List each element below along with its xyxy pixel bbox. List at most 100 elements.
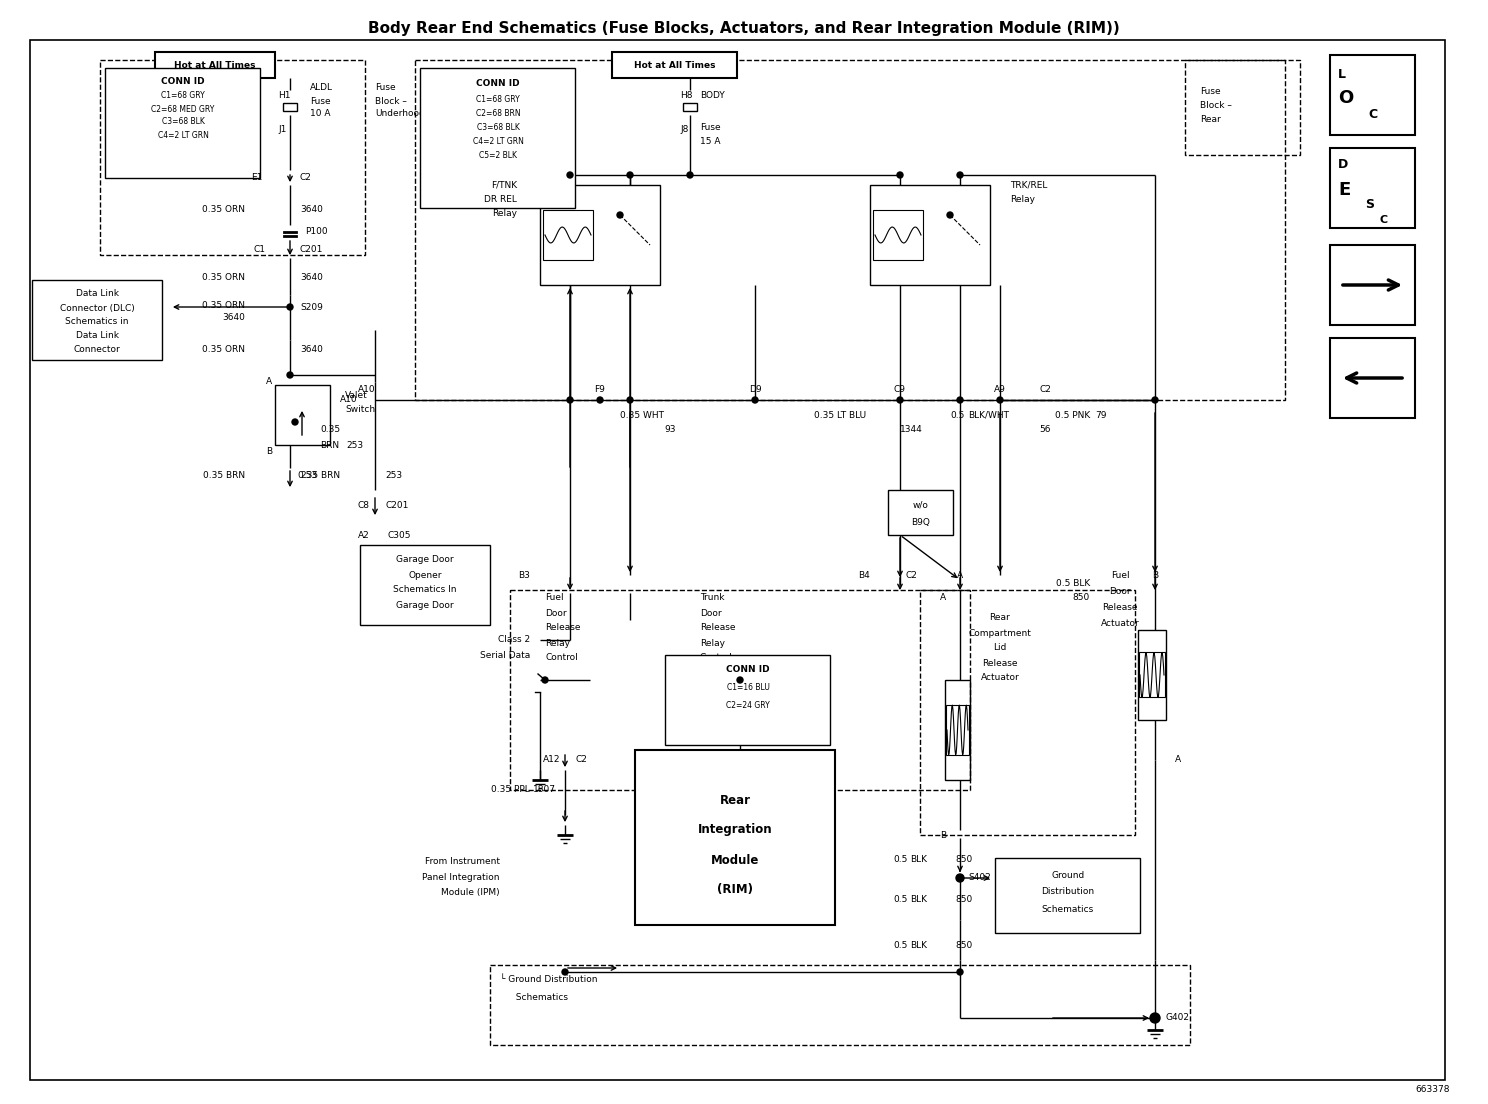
Text: Connector: Connector — [73, 346, 121, 354]
Text: A10: A10 — [359, 385, 375, 394]
Text: BLK/WHT: BLK/WHT — [969, 411, 1009, 420]
Bar — [1184, 60, 1301, 155]
Text: A: A — [266, 378, 272, 386]
Circle shape — [957, 969, 963, 975]
Circle shape — [897, 172, 903, 178]
Text: 3640: 3640 — [222, 314, 246, 322]
Bar — [920, 590, 1135, 835]
Text: Switch: Switch — [345, 405, 375, 414]
Text: C2=68 BRN: C2=68 BRN — [476, 108, 521, 117]
Text: 663378: 663378 — [1415, 1085, 1449, 1094]
Text: Control: Control — [545, 654, 577, 662]
Text: C5=2 BLK: C5=2 BLK — [479, 150, 516, 159]
Text: Release: Release — [982, 658, 1018, 668]
Text: C2: C2 — [301, 173, 312, 182]
Bar — [888, 490, 952, 535]
Text: B: B — [1152, 571, 1158, 580]
Bar — [1330, 148, 1415, 229]
Text: 56: 56 — [1039, 425, 1051, 435]
Text: P100: P100 — [305, 227, 327, 236]
Text: Release: Release — [545, 624, 580, 633]
Text: A: A — [957, 571, 963, 580]
Text: Release: Release — [1103, 603, 1138, 612]
Text: Door: Door — [1109, 586, 1131, 595]
Circle shape — [946, 212, 952, 217]
Text: CONN ID: CONN ID — [476, 79, 519, 88]
Text: Data Link: Data Link — [76, 331, 119, 340]
Text: B: B — [940, 830, 946, 839]
Circle shape — [542, 677, 548, 683]
Text: C1=68 GRY: C1=68 GRY — [161, 92, 205, 100]
Text: Hot at All Times: Hot at All Times — [174, 61, 256, 70]
Text: B3: B3 — [518, 571, 530, 580]
Text: 3640: 3640 — [301, 205, 323, 214]
Bar — [360, 545, 490, 625]
Circle shape — [562, 969, 568, 975]
Text: Compartment: Compartment — [969, 628, 1031, 637]
Text: 0.5 BLK: 0.5 BLK — [1056, 578, 1091, 587]
Text: C305: C305 — [388, 531, 412, 540]
Text: B9Q: B9Q — [912, 518, 930, 527]
Text: Valet: Valet — [345, 391, 368, 400]
Text: Integration: Integration — [698, 824, 772, 837]
Bar — [870, 185, 990, 285]
Bar — [420, 68, 574, 208]
Bar — [33, 280, 162, 360]
Text: BLK: BLK — [911, 856, 927, 864]
Text: S: S — [1364, 199, 1373, 212]
Text: C8: C8 — [359, 500, 371, 510]
Text: 0.5: 0.5 — [894, 895, 908, 904]
Bar — [665, 655, 830, 745]
Text: C: C — [1379, 215, 1388, 225]
Text: Schematics in: Schematics in — [65, 318, 129, 327]
Text: Module (IPM): Module (IPM) — [442, 888, 500, 896]
Text: 253: 253 — [347, 440, 363, 449]
Bar — [1330, 55, 1415, 135]
Text: 850: 850 — [955, 856, 972, 864]
Text: ALDL: ALDL — [310, 84, 333, 93]
Text: 253: 253 — [301, 471, 317, 480]
Text: Distribution: Distribution — [1042, 888, 1095, 896]
Text: A9: A9 — [994, 385, 1006, 394]
Text: F9: F9 — [595, 385, 606, 394]
Text: 0.35 BRN: 0.35 BRN — [298, 471, 339, 480]
Text: Ground: Ground — [1052, 870, 1085, 880]
Circle shape — [626, 172, 632, 178]
Text: Actuator: Actuator — [981, 673, 1019, 682]
Bar — [155, 52, 275, 78]
Text: CONN ID: CONN ID — [726, 666, 769, 675]
Bar — [995, 858, 1140, 933]
Circle shape — [737, 677, 743, 683]
Text: A12: A12 — [543, 755, 559, 764]
Text: L: L — [1338, 68, 1347, 82]
Text: 850: 850 — [955, 895, 972, 904]
Text: Underhood: Underhood — [375, 109, 424, 118]
Bar — [275, 385, 330, 445]
Text: BLK: BLK — [911, 941, 927, 949]
Text: Block –: Block – — [1199, 102, 1232, 110]
Text: 79: 79 — [1095, 411, 1107, 420]
Text: Rear: Rear — [990, 614, 1010, 623]
Text: DR REL: DR REL — [484, 194, 516, 203]
Text: Fuel: Fuel — [1110, 571, 1129, 580]
Circle shape — [1152, 397, 1158, 403]
Bar — [873, 210, 923, 261]
Text: J1: J1 — [278, 126, 286, 135]
Text: 0.35 ORN: 0.35 ORN — [202, 274, 246, 283]
Text: Connector (DLC): Connector (DLC) — [60, 304, 134, 312]
Text: 0.5 PNK: 0.5 PNK — [1055, 411, 1091, 420]
Text: 10 A: 10 A — [310, 109, 330, 118]
Circle shape — [618, 212, 623, 217]
Circle shape — [687, 172, 693, 178]
Circle shape — [597, 397, 603, 403]
Text: Actuator: Actuator — [1101, 618, 1140, 627]
Circle shape — [1150, 1013, 1161, 1023]
Bar — [635, 750, 835, 925]
Text: Relay: Relay — [1010, 194, 1036, 203]
Text: C2=24 GRY: C2=24 GRY — [726, 701, 769, 711]
Text: C2=68 MED GRY: C2=68 MED GRY — [152, 105, 214, 114]
Text: 0.35 PPL: 0.35 PPL — [491, 786, 530, 795]
Text: H8: H8 — [680, 91, 692, 99]
Text: Fuse: Fuse — [375, 84, 396, 93]
Bar — [510, 590, 970, 790]
